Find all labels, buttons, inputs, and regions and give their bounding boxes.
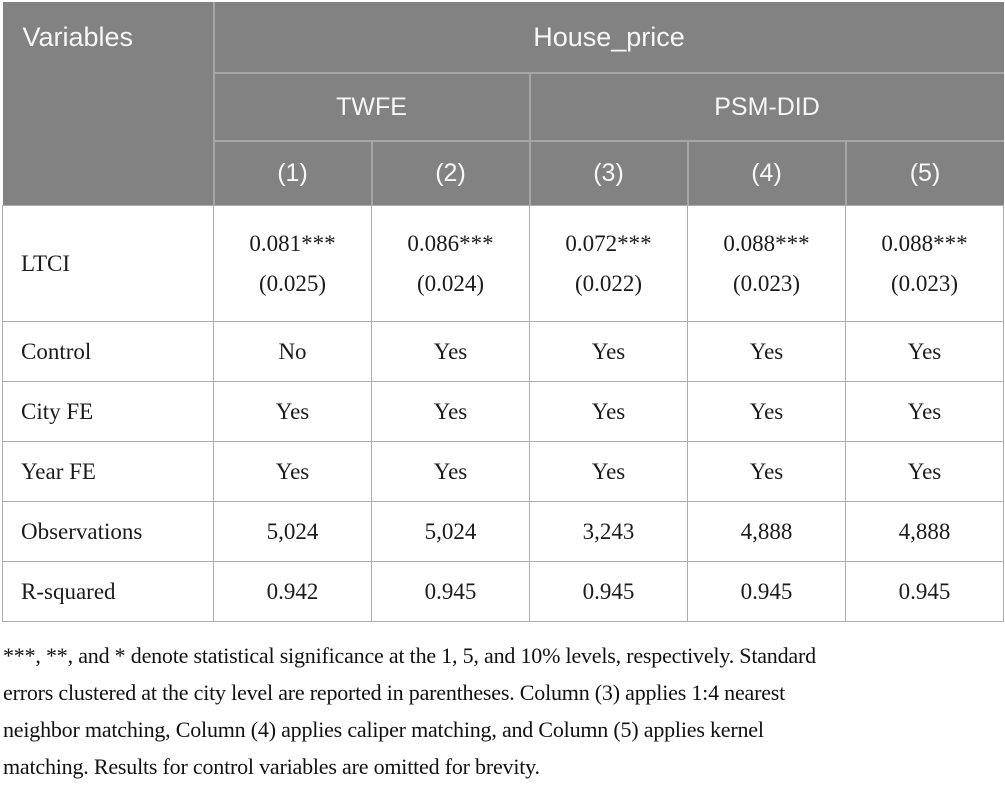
standard-error: (0.024) [416, 270, 485, 296]
coefficient-cell: 0.086*** (0.024) [371, 205, 530, 322]
value-cell: Yes [687, 381, 846, 442]
value-cell: Yes [213, 381, 372, 442]
coefficient-value: 0.088*** [723, 230, 810, 256]
value-cell: 3,243 [529, 501, 688, 562]
value-cell: 5,024 [371, 501, 530, 562]
coefficient-stack: 0.088*** (0.023) [846, 231, 1003, 297]
table-footnote: ***, **, and * denote statistical signif… [2, 637, 1003, 785]
standard-error: (0.023) [890, 270, 959, 296]
table-row-observations: Observations 5,024 5,024 3,243 4,888 4,8… [2, 501, 1005, 562]
column-number-2: (2) [371, 141, 531, 206]
table-row-city-fe: City FE Yes Yes Yes Yes Yes [2, 381, 1005, 442]
column-number-4: (4) [687, 141, 847, 206]
value-cell: No [213, 321, 372, 382]
value-cell: Yes [687, 441, 846, 502]
value-cell: 0.945 [687, 561, 846, 622]
value-cell: Yes [844, 441, 1005, 502]
value-cell: Yes [529, 381, 688, 442]
coefficient-value: 0.086*** [407, 230, 494, 256]
header-row-method-groups: TWFE PSM-DID [3, 73, 1004, 142]
table-row-control: Control No Yes Yes Yes Yes [2, 321, 1005, 382]
column-number-3: (3) [529, 141, 689, 206]
row-label: City FE [2, 381, 214, 442]
column-number-5: (5) [845, 141, 1004, 206]
coefficient-stack: 0.088*** (0.023) [688, 231, 845, 297]
value-cell: Yes [844, 321, 1005, 382]
header-row-column-numbers: (1) (2) (3) (4) (5) [3, 141, 1004, 206]
value-cell: Yes [371, 381, 530, 442]
standard-error: (0.025) [258, 270, 327, 296]
value-cell: Yes [687, 321, 846, 382]
regression-results-table: Variables House_price TWFE PSM-DID (1) (… [2, 2, 1005, 622]
row-label: Control [2, 321, 214, 382]
coefficient-cell: 0.088*** (0.023) [844, 205, 1005, 322]
footnote-line: errors clustered at the city level are r… [3, 680, 786, 705]
coefficient-cell: 0.081*** (0.025) [213, 205, 372, 322]
coefficient-stack: 0.072*** (0.022) [530, 231, 687, 297]
value-cell: 0.945 [529, 561, 688, 622]
standard-error: (0.022) [574, 270, 643, 296]
header-row-dependent-variable: Variables House_price [2, 2, 1004, 206]
row-label: LTCI [2, 205, 214, 322]
row-label: Year FE [2, 441, 214, 502]
coefficient-stack: 0.086*** (0.024) [372, 231, 529, 297]
method-group-twfe-cell: TWFE [213, 73, 531, 142]
footnote-line: ***, **, and * denote statistical signif… [3, 643, 816, 668]
value-cell: Yes [371, 441, 530, 502]
footnote-line: neighbor matching, Column (4) applies ca… [3, 717, 764, 742]
coefficient-value: 0.088*** [881, 230, 968, 256]
value-cell: 5,024 [213, 501, 372, 562]
value-cell: Yes [529, 321, 688, 382]
value-cell: 0.945 [371, 561, 530, 622]
value-cell: 4,888 [844, 501, 1005, 562]
method-group-psmdid-cell: PSM-DID [529, 73, 1004, 142]
value-cell: 0.945 [844, 561, 1005, 622]
row-label: Observations [2, 501, 214, 562]
standard-error: (0.023) [732, 270, 801, 296]
value-cell: Yes [529, 441, 688, 502]
table-row-ltci: LTCI 0.081*** (0.025) 0.086*** (0.024) 0… [2, 205, 1005, 322]
value-cell: Yes [844, 381, 1005, 442]
table-row-year-fe: Year FE Yes Yes Yes Yes Yes [2, 441, 1005, 502]
coefficient-value: 0.081*** [249, 230, 336, 256]
table-row-r-squared: R-squared 0.942 0.945 0.945 0.945 0.945 [2, 561, 1005, 622]
value-cell: 4,888 [687, 501, 846, 562]
variables-header-cell: Variables [2, 2, 215, 206]
value-cell: Yes [213, 441, 372, 502]
value-cell: 0.942 [213, 561, 372, 622]
coefficient-stack: 0.081*** (0.025) [214, 231, 371, 297]
coefficient-value: 0.072*** [565, 230, 652, 256]
coefficient-cell: 0.072*** (0.022) [529, 205, 688, 322]
row-label: R-squared [2, 561, 214, 622]
dependent-variable-header-cell: House_price [213, 2, 1004, 74]
coefficient-cell: 0.088*** (0.023) [687, 205, 846, 322]
footnote-line: matching. Results for control variables … [3, 754, 540, 779]
column-number-1: (1) [213, 141, 373, 206]
value-cell: Yes [371, 321, 530, 382]
